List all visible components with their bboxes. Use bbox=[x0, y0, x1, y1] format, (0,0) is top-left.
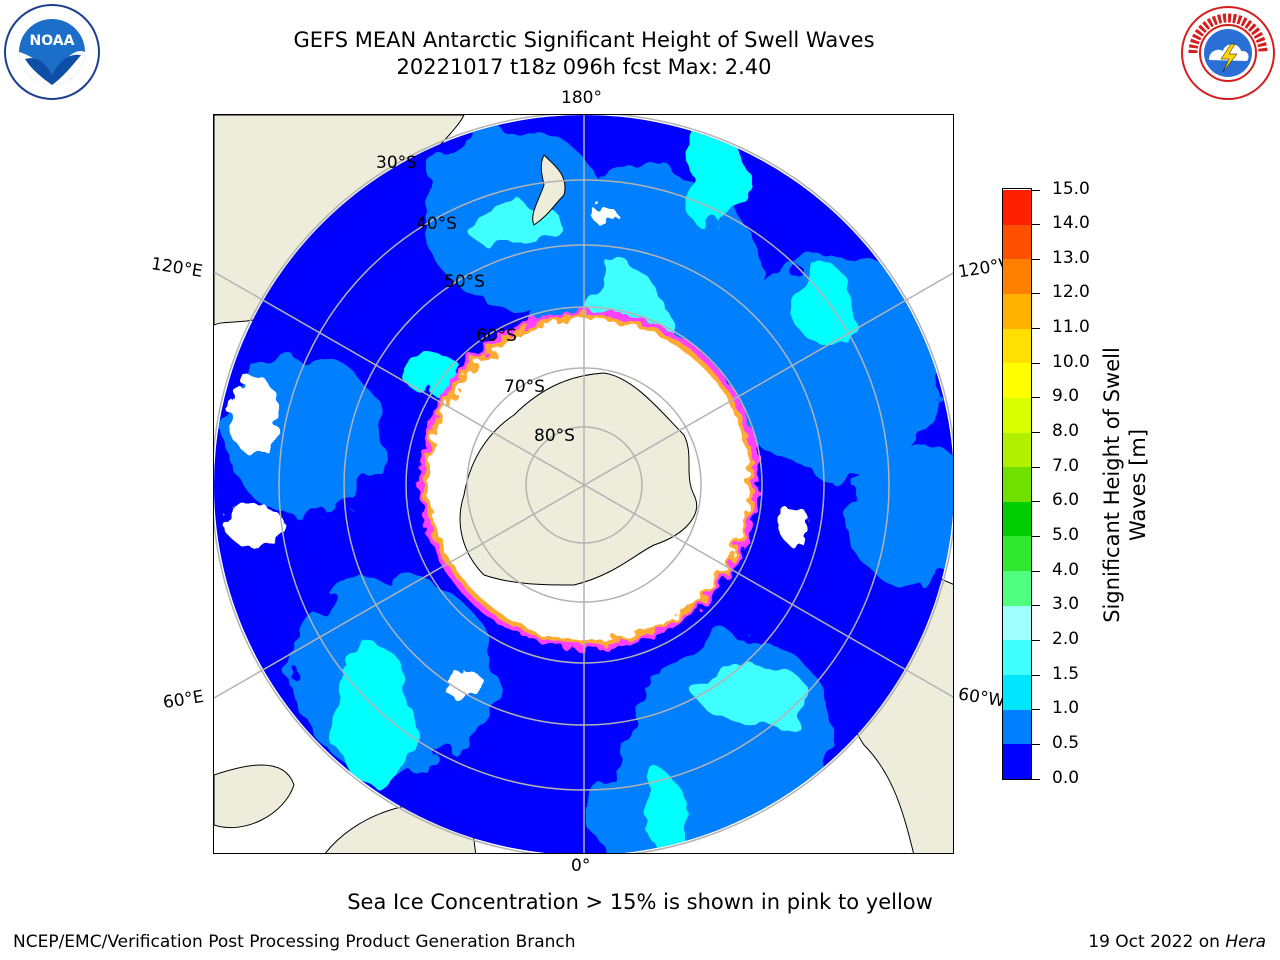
colorbar-tick-label: 5.0 bbox=[1052, 524, 1080, 545]
colorbar-tick bbox=[1032, 535, 1040, 537]
footer-org: NCEP/EMC/Verification Post Processing Pr… bbox=[13, 932, 576, 952]
colorbar-segment bbox=[1003, 570, 1031, 606]
lon-label-0: 0° bbox=[571, 856, 591, 876]
colorbar-tick bbox=[1032, 674, 1040, 676]
lat-label-70s: 70°S bbox=[504, 377, 545, 397]
colorbar-tick-label: 4.0 bbox=[1052, 559, 1080, 580]
colorbar-tick bbox=[1032, 743, 1040, 745]
lat-label-40s: 40°S bbox=[416, 214, 457, 234]
colorbar-segment bbox=[1003, 293, 1031, 329]
colorbar-tick-label: 3.0 bbox=[1052, 594, 1080, 615]
colorbar-label: Significant Height of Swell Waves [m] bbox=[1099, 347, 1151, 623]
footer-date: 19 Oct 2022 on Hera bbox=[1088, 932, 1266, 952]
colorbar-segment bbox=[1003, 397, 1031, 433]
polar-map: 30°S 40°S 50°S 60°S 70°S 80°S bbox=[213, 114, 954, 854]
colorbar-tick-label: 13.0 bbox=[1052, 247, 1090, 268]
footer-host: Hera bbox=[1225, 932, 1266, 952]
colorbar-segment bbox=[1003, 709, 1031, 745]
colorbar-tick bbox=[1032, 432, 1040, 434]
colorbar-segment bbox=[1003, 743, 1031, 779]
lat-label-30s: 30°S bbox=[376, 153, 417, 173]
colorbar-tick-label: 6.0 bbox=[1052, 490, 1080, 511]
colorbar-segment bbox=[1003, 432, 1031, 468]
colorbar-tick bbox=[1032, 189, 1040, 191]
colorbar-tick bbox=[1032, 570, 1040, 572]
colorbar-tick bbox=[1032, 362, 1040, 364]
land-antarctica bbox=[459, 372, 698, 586]
colorbar-tick-label: 9.0 bbox=[1052, 386, 1080, 407]
noaa-logo: NOAA bbox=[4, 4, 100, 100]
land-new-zealand bbox=[532, 154, 566, 226]
land-madagascar bbox=[214, 764, 295, 829]
colorbar-tick bbox=[1032, 328, 1040, 330]
colorbar-tick-label: 14.0 bbox=[1052, 213, 1090, 234]
lon-label-60e: 60°E bbox=[161, 686, 206, 714]
colorbar-tick bbox=[1032, 258, 1040, 260]
colorbar-tick-label: 1.0 bbox=[1052, 698, 1080, 719]
lon-label-120e: 120°E bbox=[149, 254, 204, 282]
colorbar-segment bbox=[1003, 501, 1031, 537]
colorbar-tick bbox=[1032, 466, 1040, 468]
colorbar-tick-label: 0.5 bbox=[1052, 732, 1080, 753]
colorbar-segment bbox=[1003, 535, 1031, 572]
colorbar bbox=[1002, 188, 1032, 780]
colorbar-tick-label: 7.0 bbox=[1052, 455, 1080, 476]
colorbar-segment bbox=[1003, 605, 1031, 641]
colorbar-segment bbox=[1003, 466, 1031, 502]
colorbar-segment bbox=[1003, 674, 1031, 710]
colorbar-segment bbox=[1003, 258, 1031, 294]
colorbar-tick-label: 1.5 bbox=[1052, 663, 1080, 684]
colorbar-segment bbox=[1003, 639, 1031, 676]
colorbar-segment bbox=[1003, 328, 1031, 364]
chart-subtitle: 20221017 t18z 096h fcst Max: 2.40 bbox=[396, 55, 772, 79]
lon-label-180: 180° bbox=[561, 88, 602, 108]
lat-label-60s: 60°S bbox=[476, 326, 517, 346]
colorbar-tick-label: 2.0 bbox=[1052, 628, 1080, 649]
colorbar-tick bbox=[1032, 639, 1040, 641]
sea-ice-note: Sea Ice Concentration > 15% is shown in … bbox=[347, 890, 933, 914]
colorbar-label-line2: Waves [m] bbox=[1126, 428, 1150, 542]
colorbar-segment bbox=[1003, 362, 1031, 398]
colorbar-tick-label: 15.0 bbox=[1052, 178, 1090, 199]
noaa-logo-text: NOAA bbox=[30, 33, 75, 49]
colorbar-tick bbox=[1032, 605, 1040, 607]
lat-label-80s: 80°S bbox=[534, 426, 575, 446]
colorbar-tick-label: 8.0 bbox=[1052, 421, 1080, 442]
colorbar-tick bbox=[1032, 293, 1040, 295]
colorbar-tick-label: 0.0 bbox=[1052, 767, 1080, 788]
colorbar-segment bbox=[1003, 189, 1031, 225]
colorbar-tick bbox=[1032, 778, 1040, 780]
lon-label-60w: 60°W bbox=[956, 684, 1007, 712]
colorbar-tick bbox=[1032, 501, 1040, 503]
colorbar-tick bbox=[1032, 709, 1040, 711]
colorbar-segment bbox=[1003, 224, 1031, 260]
colorbar-tick bbox=[1032, 397, 1040, 399]
polar-map-svg: 30°S 40°S 50°S 60°S 70°S 80°S bbox=[214, 115, 953, 853]
graticule bbox=[214, 115, 953, 853]
lat-label-50s: 50°S bbox=[444, 272, 485, 292]
colorbar-tick-label: 11.0 bbox=[1052, 317, 1090, 338]
footer-date-text: 19 Oct 2022 on bbox=[1088, 932, 1220, 952]
nws-logo bbox=[1181, 6, 1275, 100]
colorbar-label-line1: Significant Height of Swell bbox=[1100, 347, 1124, 623]
chart-title: GEFS MEAN Antarctic Significant Height o… bbox=[293, 28, 875, 52]
colorbar-tick bbox=[1032, 224, 1040, 226]
colorbar-tick-label: 10.0 bbox=[1052, 351, 1090, 372]
colorbar-tick-label: 12.0 bbox=[1052, 282, 1090, 303]
